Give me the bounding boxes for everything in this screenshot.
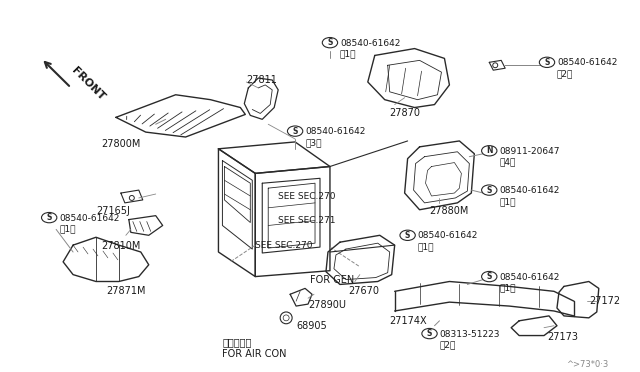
Circle shape <box>280 312 292 324</box>
Text: 08540-61642: 08540-61642 <box>499 273 559 282</box>
Text: （1）: （1） <box>499 197 516 206</box>
Text: 08540-61642: 08540-61642 <box>557 58 618 67</box>
Text: （3）: （3） <box>305 138 321 147</box>
Ellipse shape <box>323 38 338 48</box>
Ellipse shape <box>481 185 497 195</box>
Text: 08540-61642: 08540-61642 <box>417 231 478 240</box>
Text: 08540-61642: 08540-61642 <box>59 214 120 223</box>
Text: （2）: （2） <box>440 340 456 349</box>
Text: ^>73*0·3: ^>73*0·3 <box>566 360 609 369</box>
Ellipse shape <box>42 212 57 223</box>
Circle shape <box>283 315 289 321</box>
Text: 08313-51223: 08313-51223 <box>440 330 500 339</box>
Text: 27871M: 27871M <box>106 286 145 296</box>
Text: SEE SEC.271: SEE SEC.271 <box>278 216 336 225</box>
Text: S: S <box>292 126 298 136</box>
Circle shape <box>493 63 498 68</box>
Text: SEE SEC.270: SEE SEC.270 <box>255 241 313 250</box>
Text: エアコン用: エアコン用 <box>223 337 252 347</box>
Text: 27800M: 27800M <box>101 139 140 149</box>
Circle shape <box>129 196 134 201</box>
Text: S: S <box>405 231 410 240</box>
Ellipse shape <box>400 230 415 240</box>
Text: （4）: （4） <box>499 158 516 167</box>
Ellipse shape <box>481 145 497 156</box>
Text: FOR GEN: FOR GEN <box>310 275 355 285</box>
Text: 27810M: 27810M <box>101 241 140 251</box>
Text: S: S <box>486 272 492 281</box>
Ellipse shape <box>540 57 555 67</box>
Text: 68905: 68905 <box>296 321 327 331</box>
Text: S: S <box>427 329 432 338</box>
Ellipse shape <box>287 126 303 136</box>
Text: 08540-61642: 08540-61642 <box>340 39 400 48</box>
Text: （1）: （1） <box>340 49 356 58</box>
Text: 27165J: 27165J <box>96 206 130 216</box>
Text: 08540-61642: 08540-61642 <box>499 186 559 195</box>
Text: 27870: 27870 <box>390 108 420 118</box>
Text: 08540-61642: 08540-61642 <box>305 127 365 136</box>
Text: 27172: 27172 <box>589 296 620 306</box>
Ellipse shape <box>481 272 497 282</box>
Ellipse shape <box>422 328 437 339</box>
Text: 27811: 27811 <box>246 75 277 85</box>
Text: 27890U: 27890U <box>308 300 346 310</box>
Text: FOR AIR CON: FOR AIR CON <box>223 349 287 359</box>
Text: S: S <box>486 186 492 195</box>
Text: （1）: （1） <box>59 224 76 234</box>
Text: FRONT: FRONT <box>69 65 106 102</box>
Text: SEE SEC.270: SEE SEC.270 <box>278 192 336 201</box>
Text: 27670: 27670 <box>348 286 379 296</box>
Text: S: S <box>327 38 333 47</box>
Text: N: N <box>486 146 493 155</box>
Text: （1）: （1） <box>499 283 516 292</box>
Text: 27173: 27173 <box>547 331 578 341</box>
Text: （1）: （1） <box>417 242 434 251</box>
Text: （2）: （2） <box>557 69 573 78</box>
Text: S: S <box>47 213 52 222</box>
Text: 27880M: 27880M <box>429 206 469 216</box>
Text: 08911-20647: 08911-20647 <box>499 147 560 156</box>
Text: S: S <box>545 58 550 67</box>
Text: 27174X: 27174X <box>390 316 428 326</box>
